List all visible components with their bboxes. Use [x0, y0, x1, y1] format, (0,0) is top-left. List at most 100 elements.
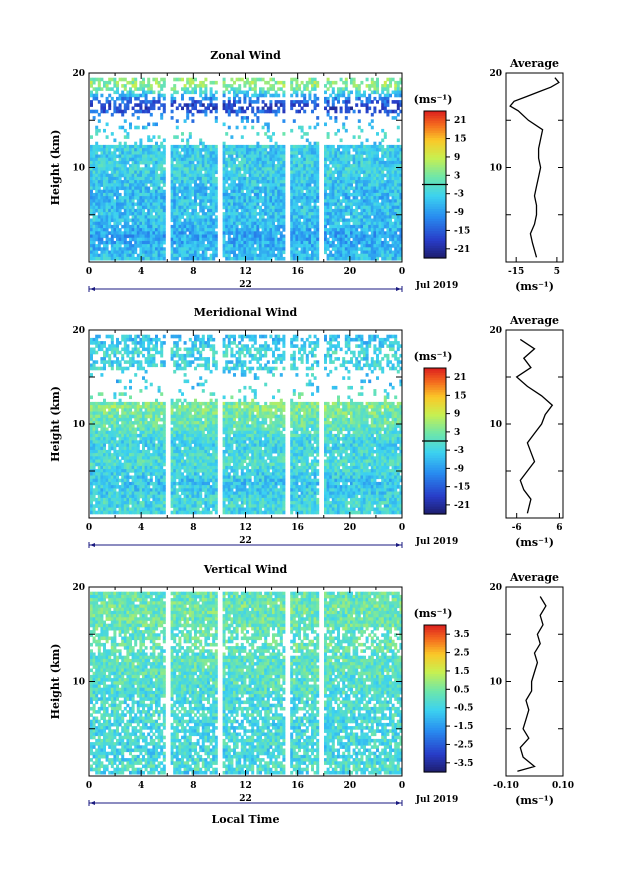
heatmap-cell — [376, 202, 379, 207]
heatmap-cell — [152, 100, 156, 104]
heatmap-cell — [97, 112, 101, 117]
heatmap-cell — [136, 205, 140, 210]
heatmap-cell — [298, 144, 301, 149]
heatmap-cell — [386, 240, 390, 245]
heatmap-cell — [381, 100, 385, 104]
heatmap-cell — [105, 205, 109, 210]
heatmap-cell — [292, 196, 296, 200]
heatmap-cell — [269, 202, 273, 207]
heatmap-cell — [324, 106, 327, 111]
heatmap-cell — [308, 90, 312, 95]
heatmap-cell — [157, 167, 161, 171]
heatmap-cell — [196, 240, 200, 245]
heatmap-cell — [329, 250, 333, 255]
heatmap-cell — [131, 180, 135, 184]
colorbar-segment — [424, 228, 446, 232]
heatmap-cell — [123, 250, 127, 255]
heatmap-cell — [266, 221, 270, 226]
heatmap-cell — [360, 154, 364, 159]
heatmap-cell — [389, 180, 392, 184]
heatmap-cell — [126, 106, 130, 111]
heatmap-cell — [386, 234, 390, 239]
heatmap-cell — [256, 240, 260, 245]
heatmap-cell — [324, 199, 327, 203]
heatmap-cell — [95, 180, 99, 184]
heatmap-cell — [92, 212, 96, 216]
heatmap-cell — [357, 212, 361, 216]
heatmap-cell — [222, 192, 226, 197]
heatmap-cell — [269, 256, 273, 261]
heatmap-cell — [227, 240, 231, 245]
heatmap-cell — [147, 218, 151, 223]
heatmap-cell — [378, 189, 382, 194]
heatmap-cell — [136, 103, 140, 107]
heatmap-cell — [147, 170, 151, 175]
heatmap-cell — [251, 100, 255, 104]
heatmap-cell — [142, 87, 145, 91]
heatmap-cell — [131, 228, 135, 232]
heatmap-cell — [126, 90, 130, 95]
heatmap-cell — [201, 212, 205, 216]
heatmap-cell — [118, 221, 122, 226]
heatmap-cell — [131, 215, 135, 219]
heatmap-cell — [92, 173, 96, 178]
heatmap-cell — [295, 208, 299, 213]
heatmap-cell — [149, 148, 153, 152]
heatmap-cell — [368, 218, 372, 223]
heatmap-cell — [214, 119, 218, 123]
heatmap-cell — [269, 148, 273, 152]
heatmap-cell — [274, 170, 278, 175]
heatmap-cell — [123, 224, 127, 229]
heatmap-cell — [147, 244, 151, 248]
heatmap-cell — [199, 151, 203, 155]
heatmap-cell — [316, 141, 320, 146]
heatmap-cell — [116, 237, 119, 242]
heatmap-cell — [227, 244, 231, 248]
heatmap-cell — [209, 167, 213, 171]
heatmap-cell — [136, 160, 140, 165]
heatmap-cell — [222, 84, 226, 88]
heatmap-cell — [92, 504, 96, 508]
heatmap-cell — [136, 87, 140, 91]
heatmap-cell — [347, 221, 351, 226]
heatmap-cell — [381, 192, 385, 197]
heatmap-cell — [334, 253, 338, 258]
heatmap-cell — [277, 228, 281, 232]
heatmap-cell — [152, 218, 156, 223]
heatmap-cell — [175, 77, 179, 82]
heatmap-cell — [227, 237, 231, 242]
heatmap-cell — [123, 231, 127, 235]
heatmap-cell — [204, 106, 208, 111]
heatmap-cell — [92, 453, 96, 457]
heatmap-cell — [134, 212, 138, 216]
heatmap-cell — [194, 173, 197, 178]
heatmap-cell — [339, 138, 343, 143]
heatmap-cell — [378, 144, 382, 149]
heatmap-cell — [261, 202, 265, 207]
heatmap-cell — [139, 160, 143, 165]
heatmap-cell — [227, 196, 231, 200]
heatmap-cell — [282, 132, 286, 136]
heatmap-cell — [396, 244, 400, 248]
heatmap-cell — [188, 253, 192, 258]
heatmap-cell — [95, 141, 99, 146]
heatmap-cell — [118, 148, 122, 152]
heatmap-cell — [386, 256, 390, 261]
heatmap-cell — [378, 180, 382, 184]
heatmap-cell — [199, 141, 203, 146]
heatmap-cell — [337, 90, 340, 95]
heatmap-cell — [108, 186, 112, 191]
heatmap-cell — [251, 186, 255, 191]
heatmap-cell — [105, 96, 109, 101]
heatmap-cell — [116, 199, 119, 203]
colorbar-segment — [424, 164, 446, 168]
heatmap-cell — [370, 253, 374, 258]
heatmap-cell — [178, 167, 182, 171]
heatmap-cell — [383, 199, 387, 203]
heatmap-cell — [326, 221, 330, 226]
heatmap-cell — [105, 84, 109, 88]
heatmap-cell — [238, 205, 242, 210]
heatmap-cell — [342, 122, 346, 127]
colorbar-segment — [424, 172, 446, 176]
heatmap-cell — [339, 160, 343, 165]
